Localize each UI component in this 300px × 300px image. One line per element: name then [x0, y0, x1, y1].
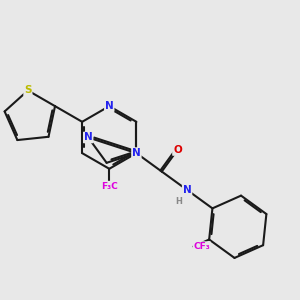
Text: S: S — [24, 85, 32, 95]
Text: N: N — [105, 101, 114, 111]
Text: H: H — [176, 197, 182, 206]
Text: N: N — [183, 185, 191, 195]
Text: O: O — [173, 145, 182, 155]
Text: N: N — [132, 148, 141, 158]
Text: CF₃: CF₃ — [194, 242, 210, 251]
Text: F₃C: F₃C — [101, 182, 118, 190]
Text: N: N — [84, 133, 93, 142]
